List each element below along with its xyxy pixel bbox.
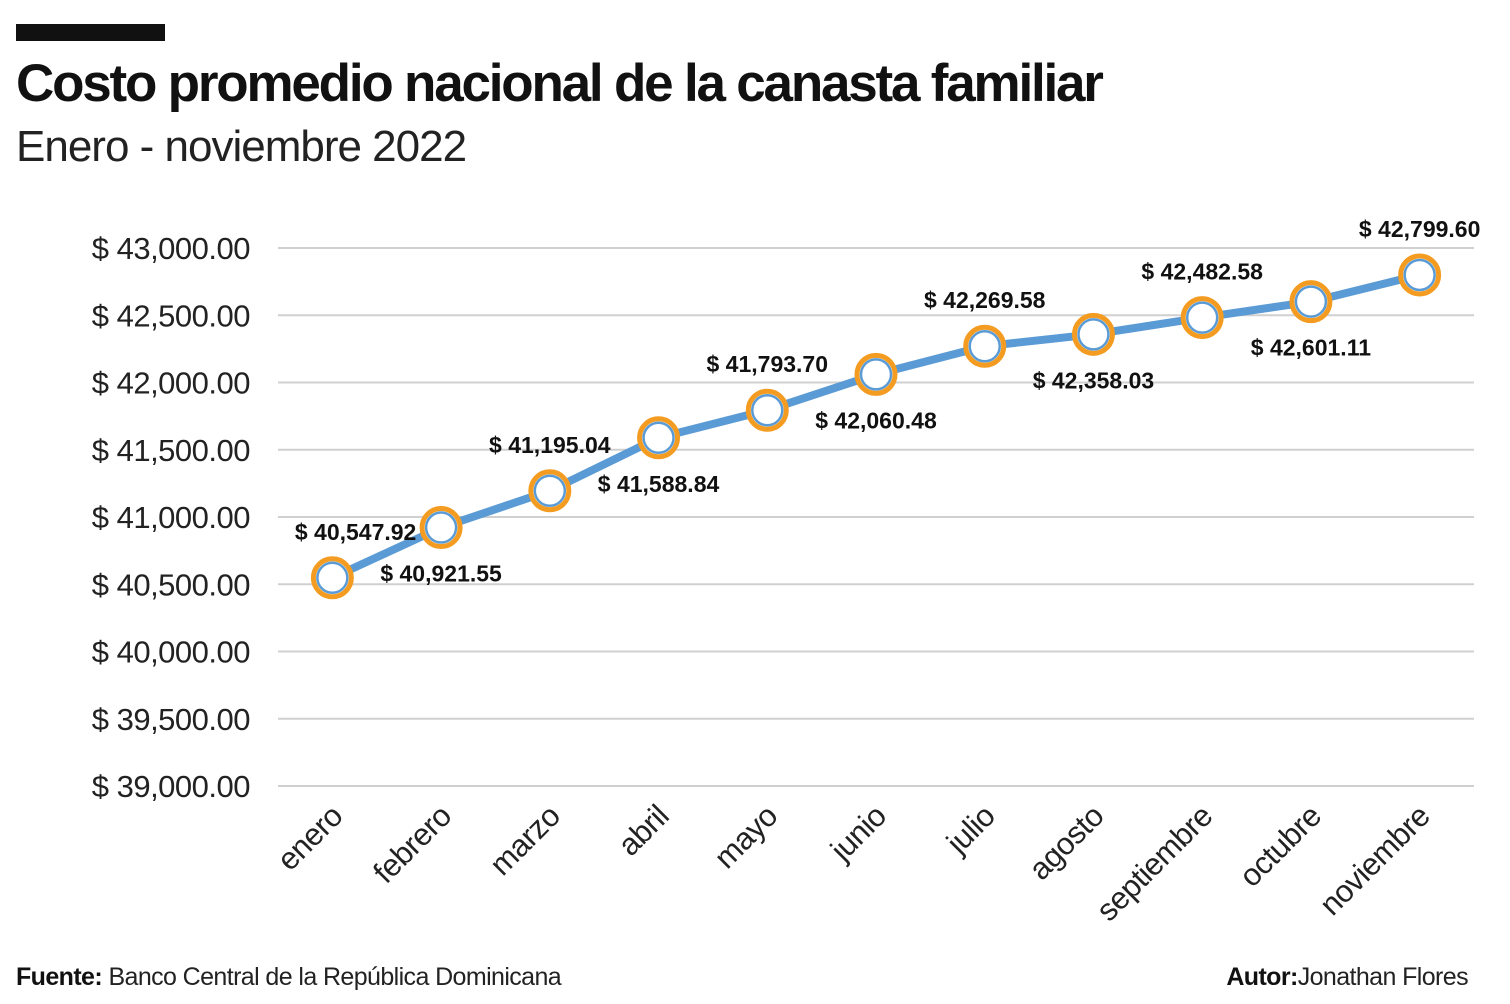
data-label: $ 41,588.84 [598, 471, 720, 497]
data-point-ring [1185, 301, 1219, 334]
x-tick-label: febrero [366, 798, 458, 890]
data-point-ring [1294, 285, 1328, 318]
data-point-ring [1403, 258, 1436, 292]
x-tick-label: mayo [707, 798, 784, 875]
y-tick-label: $ 39,000.00 [92, 769, 251, 804]
source-label: Fuente: [16, 963, 103, 991]
gridlines [278, 247, 1474, 787]
y-tick-label: $ 41,500.00 [92, 433, 251, 468]
y-tick-label: $ 42,500.00 [92, 298, 251, 333]
y-tick-label: $ 39,500.00 [92, 702, 251, 737]
y-tick-label: $ 41,000.00 [92, 500, 251, 535]
data-point [1398, 253, 1442, 297]
author-credit: Autor:Jonathan Flores [1226, 962, 1468, 992]
author-label: Autor: [1226, 963, 1298, 991]
data-label: $ 42,601.11 [1251, 335, 1371, 361]
x-tick-label: enero [270, 798, 349, 877]
data-point [1180, 296, 1224, 340]
x-tick-label: julio [939, 798, 1002, 861]
data-point-ring [533, 474, 567, 508]
x-tick-label: junio [823, 798, 893, 868]
data-point [963, 324, 1007, 368]
x-tick-label: agosto [1022, 798, 1110, 886]
author-value: Jonathan Flores [1297, 963, 1469, 991]
y-tick-label: $ 42,000.00 [92, 366, 251, 401]
data-label: $ 42,358.03 [1033, 367, 1155, 393]
data-point-ring [424, 511, 458, 544]
data-point-ring [642, 421, 675, 455]
data-label: $ 42,799.60 [1359, 216, 1481, 242]
data-point [310, 556, 354, 600]
data-labels: $ 40,547.92 $ 40,921.55 $ 41,195.04 $ 41,58… [295, 216, 1481, 587]
data-label: $ 42,482.58 [1141, 259, 1263, 285]
data-point [419, 506, 463, 550]
x-tick-label: marzo [483, 798, 567, 882]
data-label: $ 41,793.70 [707, 351, 829, 377]
data-point [637, 416, 681, 460]
y-tick-label: $ 40,500.00 [92, 567, 251, 602]
source-value: Banco Central de la República Dominicana [108, 963, 562, 991]
y-tick-label: $ 40,000.00 [92, 635, 251, 670]
data-point-ring [1077, 318, 1110, 351]
data-label: $ 42,269.58 [924, 287, 1046, 313]
x-tick-label: abril [611, 798, 675, 862]
data-label: $ 40,547.92 [295, 519, 417, 545]
x-tick-label: septiembre [1089, 798, 1219, 928]
data-markers [310, 253, 1442, 600]
data-point [1289, 280, 1333, 324]
source-credit: Fuente: Banco Central de la República Do… [16, 962, 562, 992]
x-tick-label: noviembre [1313, 798, 1437, 922]
y-axis-tick-labels: $ 39,000.00 $ 39,500.00 $ 40,000.00 $ 40,50… [92, 231, 251, 804]
x-tick-label: octubre [1232, 798, 1327, 893]
y-tick-label: $ 43,000.00 [92, 231, 251, 266]
data-point-ring [751, 393, 784, 427]
chart-subtitle: Enero - noviembre 2022 [16, 122, 467, 171]
data-point-ring [316, 561, 349, 595]
top-accent-bar [16, 24, 165, 41]
data-point-ring [859, 358, 893, 391]
data-point [528, 469, 572, 513]
data-point [1071, 312, 1115, 356]
data-point-ring [968, 329, 1001, 363]
chart-title: Costo promedio nacional de la canasta fa… [16, 54, 1104, 113]
x-axis-tick-labels: enero febrero marzo abril mayo junio julio agos… [270, 798, 1436, 928]
data-point [745, 388, 789, 432]
data-label: $ 40,921.55 [380, 561, 502, 587]
data-label: $ 41,195.04 [489, 432, 611, 458]
data-point [854, 352, 898, 396]
data-label: $ 42,060.48 [815, 407, 937, 433]
